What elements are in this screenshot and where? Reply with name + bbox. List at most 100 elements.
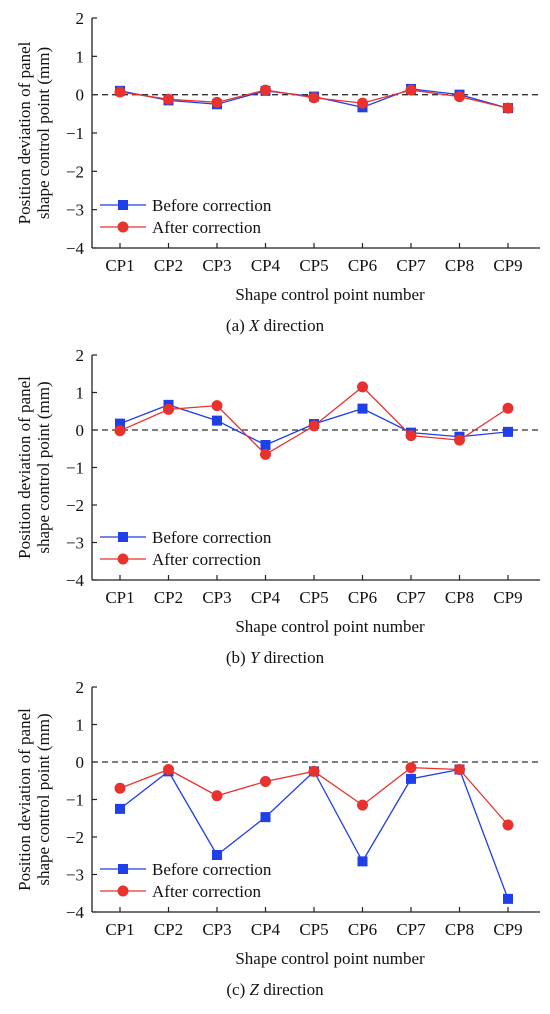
y-tick-label: −3 (66, 201, 84, 220)
data-point-after-correction (405, 84, 417, 96)
x-tick-label: CP5 (299, 588, 328, 607)
y-tick-label: 2 (76, 678, 85, 697)
x-tick-label: CP1 (105, 588, 134, 607)
caption-suffix: direction (259, 316, 324, 335)
x-tick-label: CP7 (396, 588, 426, 607)
data-point-after-correction (405, 762, 417, 774)
y-axis-title-line: shape control point (mm) (34, 713, 53, 885)
y-axis-title: Position deviation of panelshape control… (15, 708, 53, 891)
y-tick-label: −1 (66, 791, 84, 810)
panel-caption: (c) Z direction (226, 980, 324, 999)
x-axis-title: Shape control point number (235, 285, 425, 304)
x-tick-label: CP8 (445, 256, 474, 275)
y-axis-title: Position deviation of panelshape control… (15, 41, 53, 224)
x-tick-label: CP2 (154, 920, 183, 939)
chart-panel-3: 2 1 0 −1 −2 −3 −4 CP1 CP2 CP3 CP4 CP5 CP6 CP7 CP8 CP9 Po… (15, 678, 540, 999)
y-tick-label: −4 (66, 903, 85, 922)
data-point-after-correction (163, 403, 174, 415)
data-point-before-correction (115, 418, 125, 429)
data-point-after-correction (260, 84, 271, 96)
data-point-after-correction (211, 790, 223, 802)
legend-label: Before correction (152, 528, 272, 547)
legend-label: After correction (152, 218, 262, 237)
data-point-before-correction (357, 856, 368, 867)
chart-panel-2: 2 1 0 −1 −2 −3 −4 CP1 CP2 CP3 CP4 CP5 CP6 CP7 CP8 CP9 Po… (15, 346, 540, 667)
data-point-after-correction (502, 402, 514, 414)
caption-suffix: direction (259, 648, 324, 667)
x-tick-label: CP9 (493, 588, 522, 607)
legend-label: Before correction (152, 860, 272, 879)
x-tick-label: CP3 (202, 256, 231, 275)
y-tick-label: −4 (66, 239, 85, 258)
y-tick-label: 1 (76, 716, 85, 735)
data-point-after-correction (454, 764, 465, 775)
data-point-after-correction (163, 764, 174, 775)
x-tick-label: CP9 (493, 920, 522, 939)
y-tick-label: 0 (76, 753, 85, 772)
x-tick-label: CP2 (154, 588, 183, 607)
y-tick-label: −3 (66, 534, 84, 553)
x-tick-label: CP5 (299, 256, 328, 275)
caption-axis: X (248, 316, 260, 335)
data-point-after-correction (114, 86, 126, 98)
x-tick-label: CP4 (251, 256, 281, 275)
caption-prefix: (b) (226, 648, 250, 667)
data-point-before-correction (115, 803, 125, 814)
legend-marker-square (118, 200, 128, 210)
y-tick-label: −2 (66, 828, 84, 847)
data-point-after-correction (357, 381, 368, 393)
x-tick-label: CP7 (396, 920, 426, 939)
y-axis-title-line: Position deviation of panel (15, 41, 34, 224)
legend-label: After correction (152, 550, 262, 569)
legend-marker-square (118, 864, 128, 874)
data-point-after-correction (114, 425, 126, 437)
x-axis-title: Shape control point number (235, 617, 425, 636)
x-axis-title: Shape control point number (235, 949, 425, 968)
data-point-after-correction (308, 765, 320, 777)
caption-prefix: (a) (226, 316, 249, 335)
x-tick-label: CP8 (445, 588, 474, 607)
y-tick-label: −2 (66, 162, 84, 181)
data-point-after-correction (308, 92, 320, 104)
x-tick-label: CP4 (251, 588, 281, 607)
y-tick-label: −3 (66, 866, 84, 885)
y-tick-label: 1 (76, 47, 85, 66)
series-line-before-correction (119, 768, 509, 900)
panel-caption: (b) Y direction (226, 648, 325, 667)
chart-panel-1: 2 1 0 −1 −2 −3 −4 CP1 CP2 CP3 CP4 CP5 CP6 CP7 CP8 CP9 Po… (15, 9, 540, 335)
data-point-before-correction (406, 773, 416, 784)
x-tick-label: CP3 (202, 920, 231, 939)
legend-label: After correction (152, 882, 262, 901)
data-point-before-correction (357, 403, 368, 414)
data-point-after-correction (163, 93, 174, 105)
legend-marker-square (118, 532, 128, 542)
legend-marker-circle (117, 885, 129, 897)
data-point-after-correction (502, 102, 514, 114)
x-tick-label: CP4 (251, 920, 281, 939)
x-tick-label: CP8 (445, 920, 474, 939)
y-tick-label: −1 (66, 459, 84, 478)
caption-axis: Z (249, 980, 259, 999)
data-point-after-correction (260, 448, 271, 460)
data-point-after-correction (308, 420, 320, 432)
x-tick-label: CP6 (348, 588, 377, 607)
data-point-after-correction (405, 430, 417, 442)
data-point-after-correction (260, 776, 271, 787)
caption-prefix: (c) (226, 980, 249, 999)
data-point-after-correction (211, 96, 223, 108)
data-point-after-correction (502, 819, 514, 831)
data-point-after-correction (114, 782, 126, 794)
y-tick-label: 2 (76, 9, 85, 28)
data-point-after-correction (357, 97, 368, 109)
data-point-before-correction (260, 440, 271, 450)
x-tick-label: CP3 (202, 588, 231, 607)
y-axis-title-line: shape control point (mm) (34, 381, 53, 553)
legend-marker-circle (117, 553, 129, 565)
caption-axis: Y (250, 648, 261, 667)
legend-label: Before correction (152, 196, 272, 215)
data-point-after-correction (454, 91, 465, 103)
x-tick-label: CP9 (493, 256, 522, 275)
x-tick-label: CP1 (105, 256, 134, 275)
y-tick-label: 2 (76, 346, 85, 365)
y-tick-label: −1 (66, 124, 84, 143)
